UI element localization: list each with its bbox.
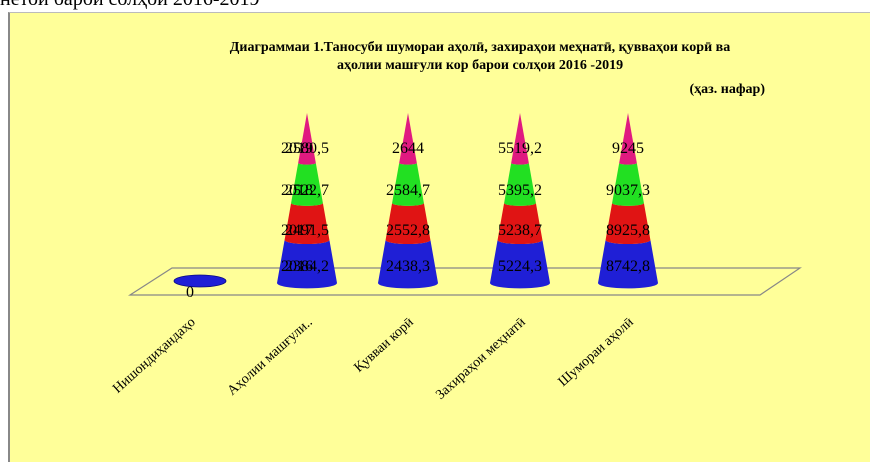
data-label: 2491,5 bbox=[285, 222, 329, 239]
cone-segment-2017 bbox=[284, 203, 330, 245]
data-label: 9037,3 bbox=[606, 182, 650, 199]
data-label: 9245 bbox=[612, 140, 644, 157]
data-label: 5395,2 bbox=[498, 182, 542, 199]
data-label: 2644 bbox=[392, 140, 424, 157]
category-label: Қувваи корӣ bbox=[352, 314, 418, 375]
year-label: 2019 bbox=[281, 140, 313, 157]
top-caption: нетои барои солҳои 2016-2019 bbox=[0, 0, 259, 11]
chart-canvas: Диаграммаи 1.Таносуби шумораи аҳолӣ, зах… bbox=[110, 40, 802, 403]
cone-segment-2018 bbox=[392, 163, 424, 206]
cone-segment-2019 bbox=[399, 113, 417, 165]
cone-segment-2017 bbox=[497, 203, 543, 245]
data-label: 8742,8 bbox=[606, 258, 650, 275]
cones-group: 0Нишондиҳандаҳо2384,22491,52522,72580,52… bbox=[110, 113, 658, 403]
year-label: 2016 bbox=[281, 258, 313, 275]
chart-unit-label: (ҳаз. нафар) bbox=[690, 82, 766, 97]
category-label: Шумораи аҳолӣ bbox=[556, 314, 637, 389]
cone-segment-2019 bbox=[511, 113, 529, 165]
data-label: 5224,3 bbox=[498, 258, 542, 275]
cone-segment-2017 bbox=[605, 203, 651, 245]
year-label: 2018 bbox=[281, 182, 313, 199]
cone-segment-2019 bbox=[619, 113, 637, 165]
data-label: 2438,3 bbox=[386, 258, 430, 275]
category-label: Захираҳои меҳнатӣ bbox=[433, 314, 529, 402]
category-label: Нишондиҳандаҳо bbox=[110, 315, 198, 397]
data-label: 2384,2 bbox=[285, 258, 329, 275]
data-label: 5238,7 bbox=[498, 222, 542, 239]
cone-disc-2016 bbox=[173, 274, 227, 288]
data-label: 2552,8 bbox=[386, 222, 430, 239]
cone-segment-2016 bbox=[598, 240, 658, 289]
data-label: 2580,5 bbox=[285, 140, 329, 157]
cone-segment-2019 bbox=[298, 113, 316, 165]
chart-title-line2: аҳолии машғули кор барои солҳои 2016 -20… bbox=[337, 58, 623, 73]
cone-segment-2018 bbox=[504, 163, 536, 206]
cone-segment-2016 bbox=[378, 240, 438, 289]
category-label: Аҳолии машғули.. bbox=[225, 315, 316, 399]
cone-segment-2017 bbox=[385, 203, 431, 245]
chart-floor bbox=[127, 267, 802, 296]
data-label: 2584,7 bbox=[386, 182, 430, 199]
cone-segment-2016 bbox=[277, 240, 337, 289]
chart-panel: Диаграммаи 1.Таносуби шумораи аҳолӣ, зах… bbox=[8, 12, 870, 462]
chart-title-line1: Диаграммаи 1.Таносуби шумораи аҳолӣ, зах… bbox=[230, 40, 730, 55]
data-label: 0 bbox=[186, 284, 194, 301]
cone-segment-2018 bbox=[612, 163, 644, 206]
data-label: 2522,7 bbox=[285, 182, 329, 199]
year-label: 2017 bbox=[281, 222, 313, 239]
cone-segment-2018 bbox=[291, 163, 323, 206]
data-label: 8925,8 bbox=[606, 222, 650, 239]
cone-segment-2016 bbox=[490, 240, 550, 289]
data-label: 5519,2 bbox=[498, 140, 542, 157]
